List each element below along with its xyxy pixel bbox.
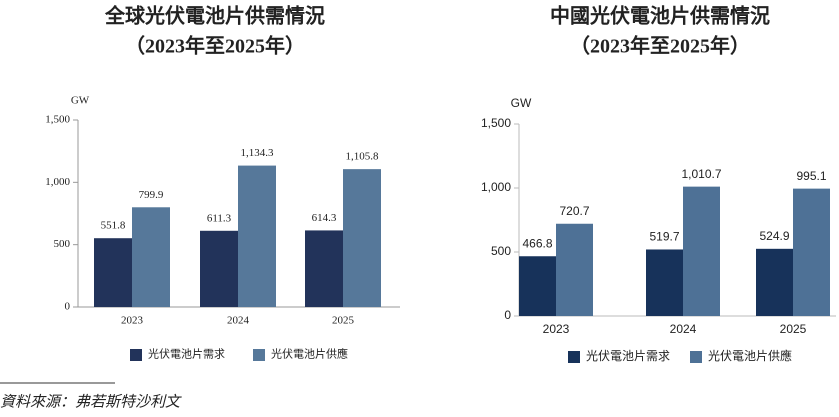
x-tick-label: 2024 (670, 322, 697, 336)
bar (94, 238, 132, 307)
x-tick-label: 2025 (780, 322, 807, 336)
y-tick-label: 1,500 (45, 114, 70, 126)
value-label: 995.1 (796, 169, 826, 183)
y-axis-label: GW (71, 95, 90, 107)
value-label: 1,134.3 (241, 147, 275, 159)
value-label: 466.8 (522, 236, 552, 250)
value-label: 1,010.7 (681, 167, 721, 181)
value-label: 519.7 (649, 230, 679, 244)
chart-china: 中國光伏電池片供需情況 （2023年至2025年） GW 0 500 1,000 1,500… (481, 4, 836, 363)
y-tick-label: 1,000 (481, 180, 511, 194)
legend-label: 光伏電池片需求 (148, 347, 225, 361)
y-tick-label: 1,500 (481, 116, 511, 130)
bar (556, 223, 593, 316)
chart-subtitle: （2023年至2025年） (570, 34, 750, 58)
bar (683, 186, 720, 316)
y-tick-label: 0 (504, 308, 511, 322)
legend-label: 光伏電池片需求 (586, 349, 670, 363)
y-tick-label: 1,000 (45, 176, 70, 188)
legend-swatch (568, 351, 580, 363)
legend-swatch (130, 349, 142, 361)
value-label: 611.3 (207, 212, 232, 224)
value-label: 720.7 (559, 204, 589, 218)
value-label: 799.9 (139, 189, 164, 201)
value-label: 551.8 (101, 220, 126, 232)
y-tick-label: 500 (54, 238, 71, 250)
value-label: 1,105.8 (346, 151, 380, 163)
bar (238, 165, 276, 307)
chart-subtitle: （2023年至2025年） (125, 34, 305, 58)
value-label: 524.9 (759, 229, 789, 243)
x-tick-label: 2024 (227, 315, 250, 327)
bar (132, 207, 170, 307)
chart-global: 全球光伏電池片供需情況 （2023年至2025年） GW 0 500 1,000 1,500… (45, 4, 400, 361)
source-note: 資料來源：弗若斯特沙利文 (0, 393, 182, 410)
y-tick-label: 0 (65, 301, 71, 313)
x-tick-label: 2023 (121, 315, 144, 327)
chart-title: 中國光伏電池片供需情況 (550, 4, 770, 28)
bar (200, 230, 238, 307)
bar (646, 249, 683, 316)
legend-swatch (253, 349, 265, 361)
x-tick-label: 2025 (332, 315, 355, 327)
value-label: 614.3 (312, 212, 337, 224)
x-tick-label: 2023 (543, 322, 570, 336)
bar (793, 188, 830, 316)
bar (756, 248, 793, 316)
y-axis-label: GW (511, 96, 532, 110)
bar (343, 169, 381, 307)
bar (519, 256, 556, 316)
legend-swatch (690, 351, 702, 363)
y-tick-label: 500 (491, 244, 511, 258)
legend-label: 光伏電池片供應 (708, 348, 792, 363)
legend-label: 光伏電池片供應 (271, 347, 348, 361)
chart-title: 全球光伏電池片供需情況 (104, 4, 325, 28)
bar (305, 230, 343, 307)
